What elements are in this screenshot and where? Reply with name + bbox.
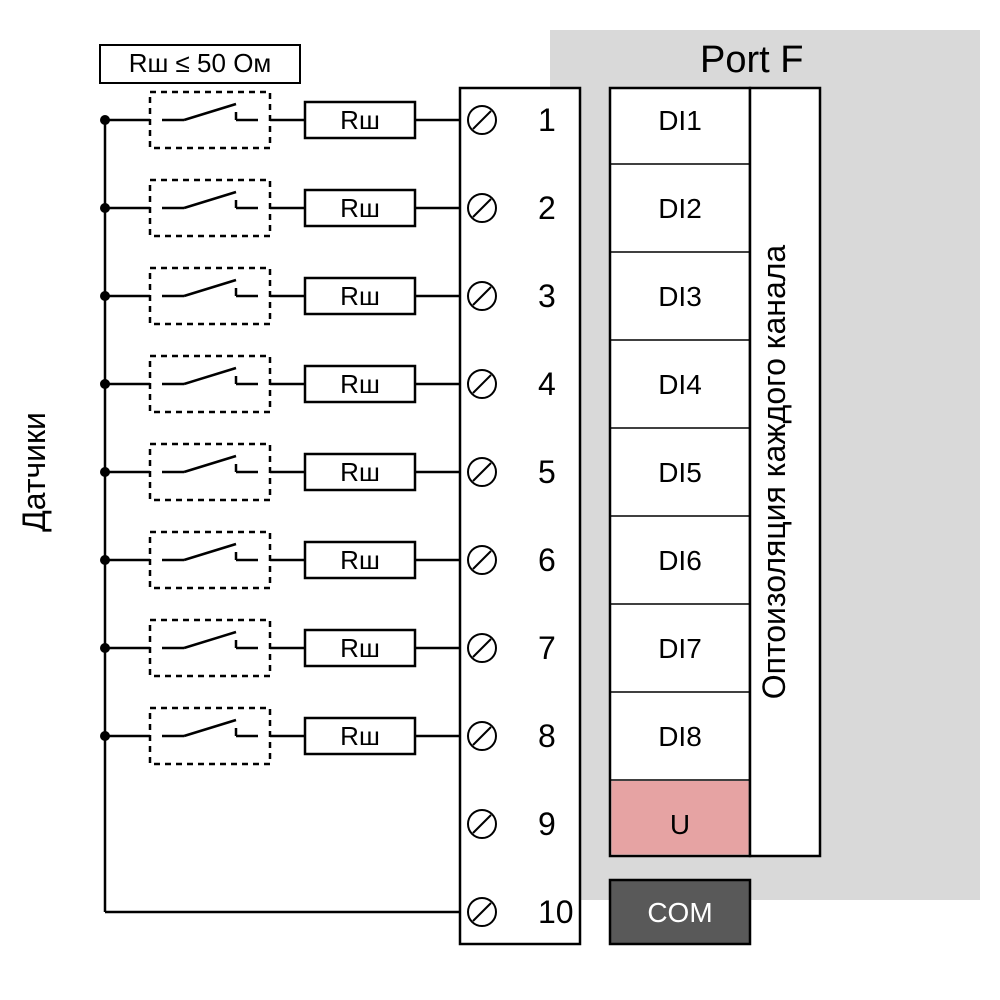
terminal-number: 8 bbox=[538, 718, 556, 754]
terminal-number: 1 bbox=[538, 102, 556, 138]
terminal-number: 3 bbox=[538, 278, 556, 314]
terminal-number: 5 bbox=[538, 454, 556, 490]
resistor-label: Rш bbox=[340, 633, 380, 663]
pin-label: DI3 bbox=[658, 281, 702, 312]
terminal-number: 9 bbox=[538, 806, 556, 842]
pin-label: DI5 bbox=[658, 457, 702, 488]
port-title: Port F bbox=[700, 39, 803, 81]
switch-arm bbox=[184, 368, 236, 384]
terminal-number: 2 bbox=[538, 190, 556, 226]
pin-label: DI7 bbox=[658, 633, 702, 664]
terminal-number: 4 bbox=[538, 366, 556, 402]
pin-label: DI2 bbox=[658, 193, 702, 224]
switch-arm bbox=[184, 104, 236, 120]
wiring-diagram: Port F Rш ≤ 50 Ом Датчики Оптоизоляция кажд… bbox=[0, 0, 1000, 1000]
isolation-label: Оптоизоляция каждого канала bbox=[756, 245, 792, 700]
switch-arm bbox=[184, 192, 236, 208]
pin-label: DI8 bbox=[658, 721, 702, 752]
pin-label: U bbox=[670, 809, 690, 840]
resistor-label: Rш bbox=[340, 457, 380, 487]
pin-label: DI4 bbox=[658, 369, 702, 400]
resistor-label: Rш bbox=[340, 281, 380, 311]
resistor-label: Rш bbox=[340, 545, 380, 575]
resistance-note-text: Rш ≤ 50 Ом bbox=[129, 48, 272, 78]
resistor-label: Rш bbox=[340, 721, 380, 751]
switch-arm bbox=[184, 456, 236, 472]
switch-arm bbox=[184, 544, 236, 560]
terminal-number: 7 bbox=[538, 630, 556, 666]
switch-arm bbox=[184, 720, 236, 736]
resistor-label: Rш bbox=[340, 105, 380, 135]
terminal-number: 10 bbox=[538, 894, 574, 930]
resistor-label: Rш bbox=[340, 193, 380, 223]
pin-label: DI1 bbox=[658, 105, 702, 136]
switch-arm bbox=[184, 632, 236, 648]
pin-label: COM bbox=[647, 897, 712, 928]
terminal-number: 6 bbox=[538, 542, 556, 578]
switch-arm bbox=[184, 280, 236, 296]
sensors-label: Датчики bbox=[16, 412, 52, 532]
resistor-label: Rш bbox=[340, 369, 380, 399]
pin-label: DI6 bbox=[658, 545, 702, 576]
